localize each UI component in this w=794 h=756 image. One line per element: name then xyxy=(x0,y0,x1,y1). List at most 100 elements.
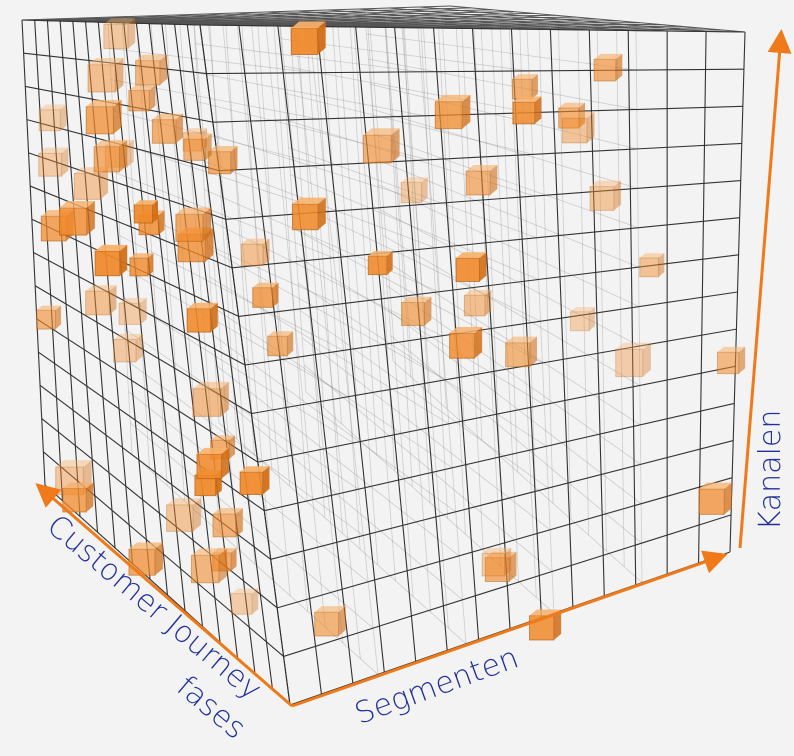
orange-cube-top xyxy=(231,588,259,594)
grid-line xyxy=(121,266,349,398)
orange-cube-side xyxy=(262,466,270,495)
orange-cube xyxy=(208,151,232,175)
orange-cube xyxy=(639,257,660,278)
orange-cube-top xyxy=(113,333,143,340)
orange-cube-side xyxy=(642,342,651,377)
grid-line xyxy=(422,13,447,409)
grid-line xyxy=(499,19,518,472)
grid-line xyxy=(123,20,619,24)
orange-cube-side xyxy=(338,606,346,637)
grid-line xyxy=(370,83,638,150)
orange-cube xyxy=(314,611,340,637)
grid-line xyxy=(124,328,359,490)
orange-cube-side xyxy=(490,165,498,196)
grid-line xyxy=(616,29,625,567)
grid-line xyxy=(337,22,379,565)
grid-line xyxy=(112,110,324,166)
orange-cube xyxy=(505,342,531,368)
orange-cube-side xyxy=(140,297,147,325)
orange-cube-top xyxy=(292,197,326,205)
orange-cube xyxy=(85,290,110,316)
orange-cube-top xyxy=(241,238,270,244)
orange-cube-top xyxy=(183,128,207,133)
orange-cube-top xyxy=(482,547,512,554)
grid-line xyxy=(109,48,314,74)
orange-cube-top xyxy=(88,57,124,65)
grid-line xyxy=(257,365,736,463)
orange-cube-side xyxy=(55,305,62,330)
orange-cube-side xyxy=(60,104,67,131)
orange-cube-top xyxy=(134,200,158,205)
grid-line xyxy=(480,18,501,456)
orange-cube xyxy=(290,27,319,56)
orange-cube-side xyxy=(230,146,238,174)
grid-line xyxy=(305,21,343,534)
orange-cube xyxy=(240,243,264,267)
grid-line xyxy=(538,22,554,504)
grid-line xyxy=(380,209,640,347)
highlight-cubes xyxy=(36,18,746,641)
orange-cube-side xyxy=(509,551,517,582)
orange-cube-side xyxy=(387,251,393,275)
grid-line xyxy=(211,305,453,469)
orange-cube-top xyxy=(562,111,595,119)
grid-line xyxy=(218,422,467,645)
grid-line xyxy=(588,29,605,596)
grid-line xyxy=(369,24,414,597)
orange-cube-side xyxy=(318,197,326,230)
orange-cube-top xyxy=(62,482,94,489)
grid-line xyxy=(349,16,378,456)
orange-cube-top xyxy=(128,542,163,550)
grid-line xyxy=(273,19,308,502)
grid-line xyxy=(244,291,738,366)
grid-line xyxy=(402,20,431,503)
grid-line xyxy=(41,418,278,609)
orange-cube-side xyxy=(615,53,623,81)
orange-cube-top xyxy=(717,346,746,353)
grid-line xyxy=(200,130,432,205)
orange-cube xyxy=(434,101,463,130)
orange-cube-side xyxy=(738,346,746,374)
grid-line xyxy=(366,33,637,71)
orange-cube xyxy=(367,255,388,276)
orange-cube-top xyxy=(86,99,122,107)
orange-cube-side xyxy=(128,18,136,49)
orange-cube xyxy=(36,309,56,330)
segments-arrow xyxy=(291,550,728,708)
orange-cube-top xyxy=(466,165,498,172)
grid-line xyxy=(449,5,746,33)
orange-cube xyxy=(455,257,480,282)
orange-cube-top xyxy=(252,282,279,288)
grid-line xyxy=(121,17,150,470)
grid-line xyxy=(123,22,186,611)
orange-cube-side xyxy=(220,381,229,417)
orange-cube xyxy=(103,23,129,50)
orange-cube-top xyxy=(129,253,154,258)
orange-cube xyxy=(512,101,536,125)
orange-cube xyxy=(511,78,533,100)
orange-cube-side xyxy=(272,282,279,308)
orange-cube-top xyxy=(594,53,623,60)
orange-cube xyxy=(593,58,617,82)
channels-label: Kanalen xyxy=(753,410,788,531)
orange-cube-side xyxy=(474,326,483,359)
orange-cube-top xyxy=(128,85,156,91)
orange-cube-top xyxy=(401,296,432,303)
orange-cube-side xyxy=(231,548,237,571)
grid-line xyxy=(510,28,542,618)
orange-cube-side xyxy=(127,139,134,168)
orange-cube-side xyxy=(221,447,229,479)
orange-cube-side xyxy=(485,290,492,316)
orange-cube-side xyxy=(136,333,143,362)
grid-line xyxy=(284,92,533,155)
grid-line xyxy=(401,26,449,629)
grid-line xyxy=(292,201,541,322)
grid-line xyxy=(420,21,449,519)
orange-cube-side xyxy=(263,238,270,266)
grid-line xyxy=(290,174,539,280)
orange-cube xyxy=(192,388,222,417)
orange-cube-side xyxy=(115,57,124,93)
orange-cube xyxy=(135,60,161,86)
grid-line xyxy=(136,22,640,24)
